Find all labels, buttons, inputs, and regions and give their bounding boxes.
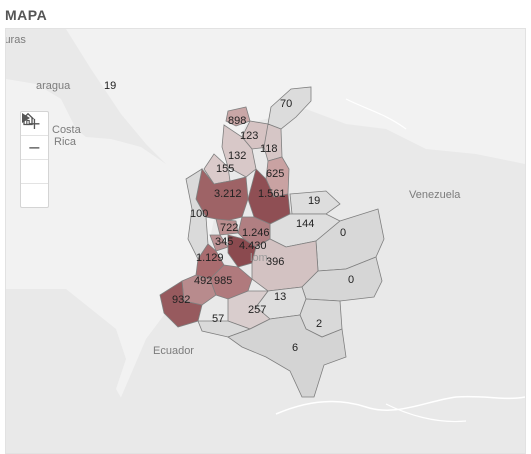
value-label: 1.246 <box>242 227 270 239</box>
value-label: 144 <box>296 218 314 230</box>
value-label: 1.561 <box>258 188 286 200</box>
colombia-departments[interactable] <box>159 86 385 398</box>
dept-atlantico[interactable] <box>225 106 251 127</box>
country-label-venezuela: Venezuela <box>409 189 461 201</box>
dept-arauca[interactable] <box>289 190 341 215</box>
value-label: 1.129 <box>196 252 224 264</box>
map-container[interactable]: luras aragua Costa Rica Venezuela Ecuado… <box>5 28 526 454</box>
value-label: 100 <box>190 208 208 220</box>
page-title: MAPA <box>5 7 48 23</box>
country-label-costa-rica-2: Rica <box>54 136 77 148</box>
value-label: 19 <box>104 80 116 92</box>
country-label-nicaragua: aragua <box>36 80 71 92</box>
value-label: 0 <box>348 274 354 286</box>
value-label: 898 <box>228 115 246 127</box>
dept-magdalena[interactable] <box>241 120 269 150</box>
map-zoom-controls[interactable]: + − <box>20 111 49 208</box>
country-label-colombia-partial: lom <box>250 252 268 264</box>
value-label: 396 <box>266 256 284 268</box>
value-label: 155 <box>216 163 234 175</box>
dept-bolivar[interactable] <box>221 124 257 178</box>
dept-narino[interactable] <box>159 280 203 328</box>
value-label: 3.212 <box>214 188 242 200</box>
value-label: 132 <box>228 150 246 162</box>
value-label: 13 <box>274 291 286 303</box>
value-label: 932 <box>172 294 190 306</box>
value-label: 4.430 <box>239 240 267 252</box>
value-label: 345 <box>215 236 233 248</box>
map-canvas[interactable]: luras aragua Costa Rica Venezuela Ecuado… <box>6 29 525 453</box>
value-label: 118 <box>260 143 278 155</box>
zoom-in-button[interactable]: + <box>27 114 42 133</box>
play-icon <box>22 113 30 123</box>
value-label: 625 <box>266 168 284 180</box>
value-label: 985 <box>214 275 232 287</box>
value-label: 6 <box>292 342 298 354</box>
value-label: 19 <box>308 195 320 207</box>
value-label: 57 <box>212 313 224 325</box>
home-button[interactable] <box>21 112 48 183</box>
department-value-labels: 19 70 898 123 118 132 155 625 3.212 1.56… <box>104 80 354 354</box>
value-label: 70 <box>280 98 292 110</box>
zoom-separator <box>21 135 48 136</box>
zoom-separator <box>21 183 48 184</box>
value-label: 722 <box>220 222 238 234</box>
value-label: 0 <box>340 227 346 239</box>
dept-amazonas[interactable] <box>227 314 347 398</box>
country-label-honduras: luras <box>6 34 26 46</box>
value-label: 123 <box>240 130 258 142</box>
country-label-costa-rica-1: Costa <box>52 124 82 136</box>
zoom-separator <box>21 159 48 160</box>
value-label: 257 <box>248 304 266 316</box>
value-label: 2 <box>316 318 322 330</box>
country-label-ecuador: Ecuador <box>153 345 194 357</box>
value-label: 492 <box>194 275 212 287</box>
play-button[interactable] <box>21 113 48 207</box>
zoom-out-button[interactable]: − <box>27 138 42 157</box>
